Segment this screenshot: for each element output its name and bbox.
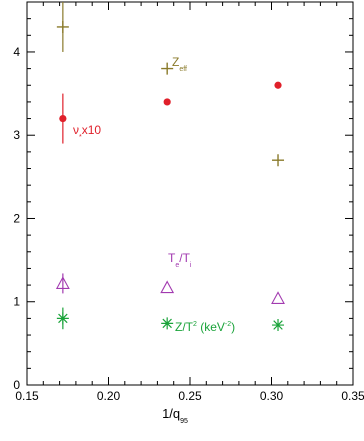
z-t2-annotation-sup-unit: -2: [225, 321, 231, 328]
te-ti-annotation-sub-i: i: [190, 262, 192, 269]
x-axis-title-sub: 95: [180, 418, 188, 425]
z-t2-annotation-tail: ): [231, 320, 235, 334]
triangle-marker: [160, 280, 175, 294]
y-tick-label: 4: [13, 45, 20, 59]
x-tick-label: 0.30: [260, 389, 284, 403]
y-tick-label: 1: [13, 295, 20, 309]
y-tick-label: 2: [13, 211, 20, 225]
asterisk-marker: [56, 312, 69, 325]
triangle-marker: [271, 291, 285, 304]
te-ti-annotation-main: T: [168, 251, 176, 265]
dot-marker: [59, 114, 67, 123]
plus-marker: [272, 154, 285, 167]
series-z_t2: [56, 307, 285, 332]
te-ti-annotation-sub-e: e: [175, 262, 179, 269]
te-ti-annotation-mid: /T: [179, 251, 190, 265]
z-t2-annotation-sup: 2: [193, 321, 197, 328]
z-t2-annotation-mid: (keV: [197, 320, 225, 334]
y-tick-label: 0: [13, 378, 20, 392]
nu-annotation: ν*x10: [73, 123, 101, 141]
nu-annotation-sub: *: [79, 134, 82, 141]
dot-marker: [163, 98, 171, 106]
zeff-annotation-sub: eff: [179, 66, 187, 73]
x-tick-label: 0.35: [341, 389, 364, 403]
triangle-marker: [55, 276, 70, 289]
x-tick-label: 0.15: [15, 389, 39, 403]
z-t2-annotation-main: Z/T: [175, 320, 194, 334]
x-tick-label: 0.20: [97, 389, 121, 403]
x-tick-label: 0.25: [178, 389, 202, 403]
nu-annotation-tail: x10: [82, 123, 102, 137]
x-axis-title: 1/q95: [162, 406, 188, 425]
series-nu: [59, 81, 282, 144]
y-tick-label: 3: [13, 128, 20, 142]
zeff-annotation-main: Z: [172, 55, 179, 69]
plus-marker: [161, 62, 174, 75]
axis-tick-labels: 0.15 0.20 0.25 0.30 0.35 0 1 2 3 4: [13, 45, 364, 403]
dot-marker: [274, 81, 282, 89]
asterisk-marker: [272, 319, 285, 332]
nu-annotation-main: ν: [73, 123, 79, 137]
te-ti-annotation: Te/Ti: [168, 251, 192, 269]
plus-marker: [56, 20, 69, 33]
series-te_ti: [55, 273, 285, 304]
z-t2-annotation: Z/T2 (keV-2): [175, 320, 235, 334]
series-zeff: [56, 2, 285, 167]
zeff-annotation: Zeff: [172, 55, 187, 73]
data-marks: [55, 2, 285, 332]
x-axis-title-main: 1/q: [162, 406, 180, 421]
axis-ticks: [26, 2, 354, 386]
asterisk-marker: [161, 317, 174, 330]
